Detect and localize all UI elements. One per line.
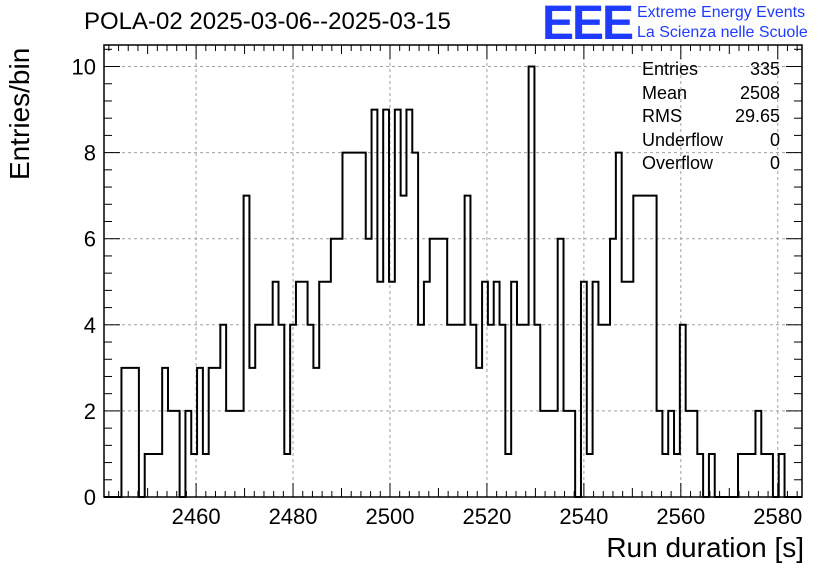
stats-label: Mean (642, 82, 688, 103)
y-tick-label: 4 (84, 313, 96, 338)
stats-value: 2508 (739, 82, 780, 103)
stats-box: Entries 335 Mean 2508 RMS 29.65 Underflo… (642, 58, 780, 176)
stats-row-entries: Entries 335 (642, 58, 780, 82)
axis-ticks (104, 45, 802, 498)
x-tick-label: 2460 (172, 504, 221, 529)
x-tick-label: 2480 (269, 504, 318, 529)
x-tick-label: 2560 (656, 504, 705, 529)
stats-value: 0 (769, 153, 780, 173)
stats-row-overflow: Overflow 0 (642, 152, 780, 176)
axis-tick-labels: 2460 2480 2500 2520 2540 2560 2580 0 2 4 6 8 10 (72, 55, 803, 529)
logo-line-2: La Scienza nelle Scuole (637, 24, 808, 41)
y-tick-label: 10 (72, 55, 96, 80)
x-tick-label: 2500 (366, 504, 415, 529)
eee-logo: EEE (542, 0, 634, 50)
y-tick-label: 8 (84, 141, 96, 166)
stats-value: 335 (749, 59, 780, 79)
y-tick-label: 6 (84, 227, 96, 252)
stats-label: Entries (642, 59, 699, 79)
x-tick-label: 2540 (559, 504, 608, 529)
stats-value: 0 (769, 129, 780, 150)
plot-frame (103, 44, 803, 498)
stats-row-rms: RMS 29.65 (642, 105, 780, 129)
stats-value: 29.65 (734, 106, 780, 126)
x-tick-label: 2580 (753, 504, 802, 529)
stats-label: RMS (642, 106, 682, 126)
y-tick-label: 2 (84, 399, 96, 424)
chart-title: POLA-02 2025-03-06--2025-03-15 (84, 8, 451, 35)
logo-line-1: Extreme Energy Events (637, 4, 806, 21)
stats-row-mean: Mean 2508 (642, 82, 780, 106)
y-tick-label: 0 (84, 485, 96, 510)
y-axis-label: Entries/bin (4, 47, 35, 180)
x-axis-label: Run duration [s] (606, 532, 804, 563)
histogram-outline (104, 65, 802, 498)
x-tick-label: 2520 (462, 504, 511, 529)
stats-label: Overflow (642, 153, 714, 173)
stats-row-underflow: Underflow 0 (642, 129, 780, 153)
stats-label: Underflow (642, 129, 724, 150)
